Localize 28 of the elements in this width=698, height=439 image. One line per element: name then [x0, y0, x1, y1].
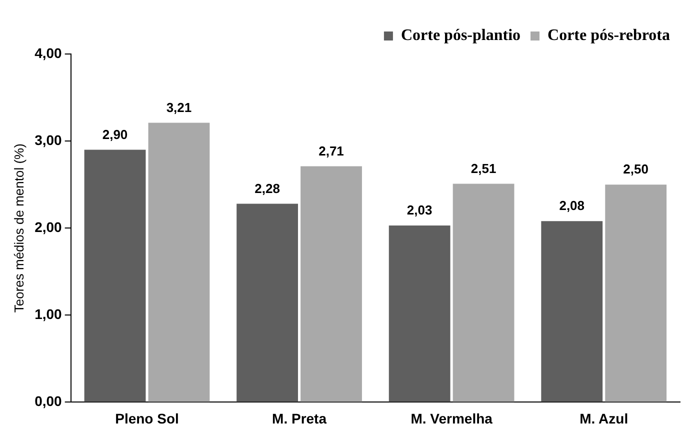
- legend-label: Corte pós-rebrota: [548, 27, 670, 44]
- bar: [605, 184, 667, 402]
- bar: [300, 166, 362, 402]
- data-label: 2,08: [559, 198, 585, 214]
- data-label: 2,28: [254, 180, 280, 196]
- bar: [84, 150, 146, 402]
- y-tick-label: 3,00: [34, 132, 62, 148]
- x-tick-label: M. Preta: [272, 410, 327, 426]
- x-tick-label: Pleno Sol: [115, 410, 179, 426]
- x-tick-label: M. Azul: [580, 410, 628, 426]
- data-label: 2,90: [102, 126, 128, 142]
- y-tick-label: 2,00: [34, 218, 62, 235]
- bar: [452, 184, 514, 402]
- data-label: 2,51: [470, 160, 496, 176]
- y-axis-title: Teores médios de mentol (%): [11, 144, 26, 313]
- bar: [388, 225, 450, 402]
- bar: [236, 204, 298, 402]
- y-tick-label: 0,00: [34, 393, 62, 410]
- bar: [148, 122, 210, 402]
- bar: [541, 221, 603, 402]
- data-label: 2,50: [623, 162, 648, 177]
- data-label: 3,21: [166, 100, 192, 115]
- data-label: 2,03: [406, 202, 432, 218]
- data-label: 2,71: [318, 143, 344, 158]
- y-tick-label: 1,00: [34, 306, 62, 322]
- y-tick-label: 4,00: [34, 44, 62, 61]
- x-tick-label: M. Vermelha: [410, 410, 493, 426]
- legend-label: Corte pós-plantio: [400, 27, 521, 44]
